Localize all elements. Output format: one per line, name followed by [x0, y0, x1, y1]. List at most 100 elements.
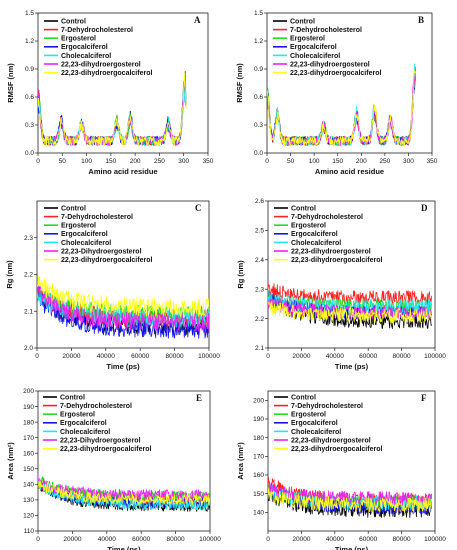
y-tick-label: 0.0 — [254, 150, 263, 157]
y-axis-label: RMSF (nm) — [6, 63, 15, 103]
x-tick-label: 0 — [36, 158, 40, 165]
y-tick-label: 2.2 — [24, 272, 33, 279]
plot-frame — [37, 12, 209, 154]
y-tick-label: 2.1 — [24, 308, 33, 315]
series-line-22-23-dihydroergosterol — [38, 78, 187, 146]
legend-label: Ergocalciferol — [291, 420, 338, 427]
panel-letter: A — [194, 15, 201, 25]
series-line-22-23-dihydroergosterol — [37, 285, 209, 332]
y-tick-label: 2.1 — [255, 345, 264, 352]
x-tick-label: 350 — [203, 158, 214, 165]
y-tick-label: 120 — [23, 513, 34, 520]
y-tick-label: 1.2 — [25, 38, 34, 45]
legend-label: Ergocalciferol — [291, 231, 338, 238]
series-group — [38, 71, 187, 146]
legend-label: Cholecalciferol — [291, 240, 341, 247]
legend-label: 22,23-dihydroergocalciferol — [291, 446, 382, 453]
x-tick-label: 80000 — [167, 536, 185, 543]
series-line-22-23-dihydroergocalciferol — [268, 300, 433, 324]
legend-label: Cholecalciferol — [61, 53, 111, 60]
y-tick-label: 150 — [23, 466, 34, 473]
x-tick-label: 100 — [81, 158, 92, 165]
y-axis-label: RMSF (nm) — [235, 63, 244, 103]
x-tick-label: 60000 — [359, 353, 377, 360]
legend-label: Ergocalciferol — [61, 231, 108, 238]
legend-label: Control — [61, 205, 86, 212]
x-tick-label: 300 — [178, 158, 189, 165]
x-tick-label: 60000 — [131, 353, 149, 360]
x-tick-label: 20000 — [63, 536, 81, 543]
legend-label: Cholecalciferol — [61, 240, 111, 247]
y-tick-label: 200 — [23, 388, 34, 395]
y-tick-label: 0.6 — [25, 94, 34, 101]
y-tick-label: 170 — [23, 435, 34, 442]
legend-label: 22,23-dihydroergosterol — [291, 437, 371, 444]
y-tick-label: 130 — [23, 497, 34, 504]
x-tick-label: 0 — [36, 536, 40, 543]
chart-panel-f: 0 20000 40000 60000 80000 100000 140 150 160 170 1… — [236, 390, 446, 550]
x-tick-label: 200 — [130, 158, 141, 165]
x-axis-label: Time (ps) — [106, 362, 140, 371]
panel-letter: E — [196, 393, 202, 403]
series-line-22-23-dihydroergocalciferol — [38, 480, 210, 506]
legend-label: 22,23-dihydroergosterol — [61, 61, 141, 68]
legend-label: Ergocalciferol — [60, 420, 107, 427]
legend-label: 7-Dehydrocholesterol — [291, 214, 363, 221]
y-tick-label: 0.0 — [25, 150, 34, 157]
y-tick-label: 2.2 — [255, 316, 264, 323]
y-tick-label: 160 — [23, 450, 34, 457]
x-tick-label: 100000 — [198, 353, 220, 360]
x-tick-label: 20000 — [62, 353, 80, 360]
x-tick-label: 80000 — [393, 353, 411, 360]
y-tick-label: 0.9 — [254, 66, 263, 73]
x-tick-label: 40000 — [98, 536, 116, 543]
y-tick-label: 200 — [253, 398, 264, 405]
y-tick-label: 2.5 — [255, 228, 264, 235]
y-tick-label: 0.9 — [25, 66, 34, 73]
chart-panel-e: 0 20000 40000 60000 80000 100000 110 120 130 140 1… — [6, 388, 221, 550]
x-tick-label: 250 — [154, 158, 165, 165]
y-tick-label: 110 — [24, 528, 35, 535]
x-axis-label: Time (ps) — [335, 545, 369, 550]
series-line-22-23-dihydroergosterol — [267, 70, 416, 146]
y-tick-label: 180 — [253, 435, 264, 442]
x-tick-label: 100000 — [199, 536, 221, 543]
x-axis-label: Time (ps) — [335, 362, 369, 371]
y-tick-label: 170 — [253, 454, 264, 461]
chart-panel-c: 0 20000 40000 60000 80000 100000 2.0 2.1 2.2 2.3 T… — [5, 200, 220, 371]
y-tick-label: 140 — [253, 510, 264, 517]
x-tick-label: 60000 — [132, 536, 150, 543]
x-tick-label: 80000 — [393, 536, 411, 543]
x-tick-label: 150 — [332, 158, 343, 165]
y-axis-label: Rg (nm) — [5, 260, 14, 289]
y-tick-label: 2.4 — [255, 257, 264, 264]
legend-label: 7-Dehydrocholesterol — [291, 403, 363, 410]
legend-label: 7-Dehydrocholesterol — [290, 27, 362, 34]
legend-label: Ergocalciferol — [61, 44, 108, 51]
legend-label: Ergocalciferol — [290, 44, 337, 51]
x-tick-label: 40000 — [326, 536, 344, 543]
legend-label: Control — [291, 205, 316, 212]
panel-letter: D — [421, 203, 428, 213]
legend-label: 22,23-dihydroergosterol — [291, 248, 371, 255]
legend-label: Control — [291, 394, 316, 401]
x-axis-label: Amino acid residue — [315, 167, 384, 176]
y-axis-label: Area (nm²) — [236, 442, 245, 480]
series-line-22-23-dihydroergocalciferol — [268, 488, 433, 513]
legend-label: Control — [60, 394, 85, 401]
legend-label: Control — [61, 18, 86, 25]
legend-label: 7-Dehydrocholesterol — [61, 214, 133, 221]
panel-letter: F — [421, 393, 427, 403]
x-tick-label: 60000 — [359, 536, 377, 543]
y-tick-label: 180 — [23, 419, 34, 426]
legend-label: 22,23-Dihydroergosterol — [61, 248, 142, 255]
y-tick-label: 2.0 — [24, 345, 33, 352]
x-tick-label: 100 — [309, 158, 320, 165]
y-tick-label: 2.3 — [24, 235, 33, 242]
x-tick-label: 50 — [59, 158, 67, 165]
y-tick-label: 2.3 — [255, 286, 264, 293]
y-tick-label: 0.3 — [254, 122, 263, 129]
legend-label: 22,23-dihydroergocalciferol — [291, 257, 382, 264]
legend-label: 22,23-dihydroergocalciferol — [290, 70, 381, 77]
